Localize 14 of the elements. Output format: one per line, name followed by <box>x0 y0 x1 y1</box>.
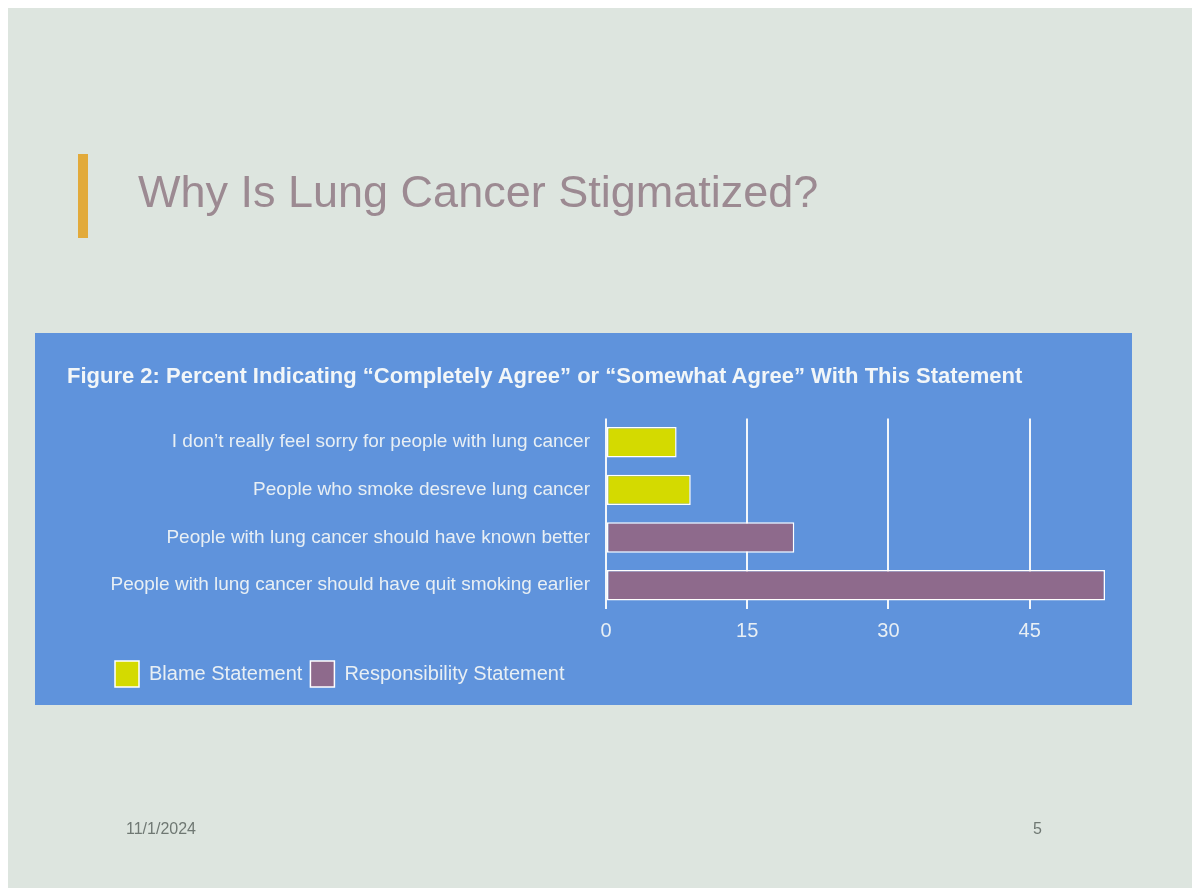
y-tick-label: People who smoke desreve lung cancer <box>253 478 591 500</box>
y-tick-label: People with lung cancer should have known better <box>166 525 591 547</box>
text: 11/1/2024 <box>126 820 196 838</box>
legend-label: Blame Statement <box>149 661 303 684</box>
text: 5 <box>1033 820 1042 838</box>
y-tick-label: I don’t really feel sorry for people with lung cancer <box>171 430 591 452</box>
x-tick-label: 30 <box>877 618 900 641</box>
chart-subtitle: Figure 2: Percent Indicating “Completely Agree” or “Somewhat Agree” With This Statement <box>67 363 1023 389</box>
legend-label: Responsibility Statement <box>344 661 565 684</box>
y-tick-label: People with lung cancer should have quit smoking earlier <box>110 573 591 595</box>
x-tick-label: 0 <box>600 618 612 641</box>
x-tick-label: 45 <box>1018 618 1041 641</box>
chart-title: Why Is Lung Cancer Stigmatized? <box>138 166 819 218</box>
x-tick-label: 15 <box>736 618 759 641</box>
